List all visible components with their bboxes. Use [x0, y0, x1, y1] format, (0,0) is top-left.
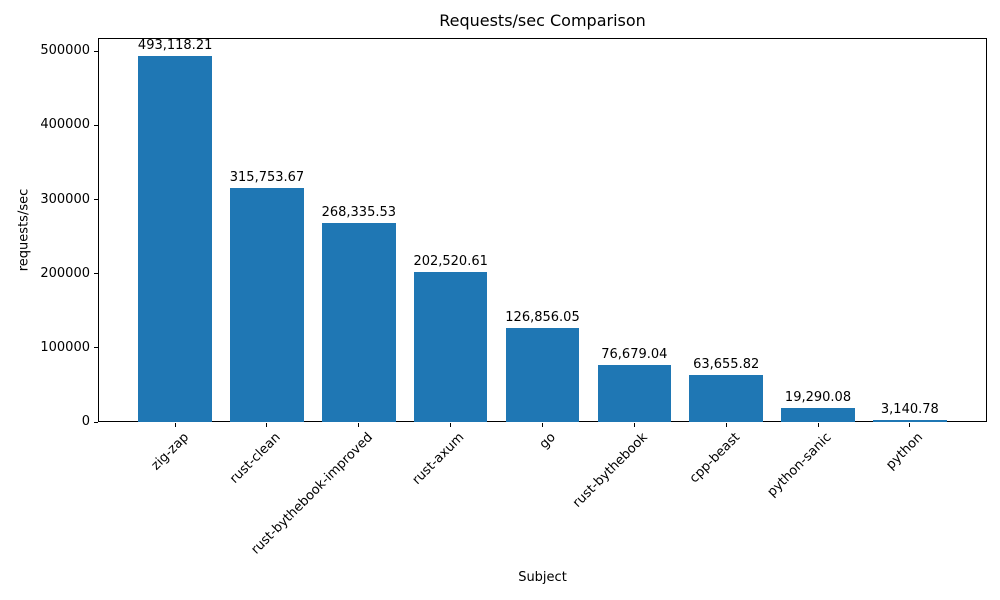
bar-value-label: 268,335.53	[321, 204, 397, 220]
bar-value-label: 493,118.21	[137, 38, 213, 54]
bar	[138, 56, 212, 422]
bar	[597, 365, 672, 422]
x-tick-mark	[725, 423, 727, 427]
bar-value-label: 76,679.04	[601, 347, 668, 363]
y-tick-label: 500000	[40, 43, 90, 59]
y-tick-mark	[94, 347, 98, 349]
x-tick-label-text: cpp-beast	[686, 430, 743, 487]
x-tick-label-text: python-sanic	[764, 430, 835, 500]
x-tick-label-text: rust-axum	[409, 430, 468, 488]
bar-value-label: 19,290.08	[784, 389, 852, 405]
x-tick-mark	[542, 423, 543, 427]
x-tick-mark	[817, 423, 819, 427]
bar	[505, 327, 580, 422]
bar	[689, 374, 763, 422]
y-tick-label: 300000	[40, 191, 90, 207]
y-tick-mark	[94, 124, 98, 126]
y-tick-label: 0	[81, 414, 90, 429]
x-tick-mark	[358, 423, 360, 427]
bar	[413, 271, 488, 422]
x-axis-label: Subject	[518, 570, 567, 585]
bar-value-label: 63,655.82	[693, 356, 760, 372]
x-tick-mark	[909, 423, 911, 427]
y-tick-label: 400000	[40, 117, 90, 133]
bar-value-label: 315,753.67	[229, 169, 305, 185]
bar	[322, 222, 396, 422]
bar-value-label: 126,856.05	[505, 309, 580, 325]
x-tick-mark	[633, 423, 635, 427]
x-tick-mark	[450, 423, 452, 427]
x-tick-mark	[266, 423, 268, 427]
y-tick-label: 100000	[40, 339, 90, 355]
x-tick-label-text: go	[537, 430, 560, 453]
y-tick-mark	[94, 199, 98, 200]
x-tick-label-text: zig-zap	[148, 430, 192, 474]
bar	[873, 419, 947, 422]
x-tick-label-text: python	[883, 430, 927, 473]
y-tick-mark	[94, 273, 98, 275]
x-tick-label-text: rust-clean	[226, 430, 284, 487]
x-tick-mark	[174, 423, 176, 427]
x-tick-label-text: rust-bythebook	[570, 430, 651, 511]
y-tick-mark	[94, 421, 98, 423]
bar	[781, 407, 855, 422]
bar-value-label: 202,520.61	[413, 253, 488, 269]
y-tick-mark	[94, 50, 98, 52]
bar-value-label: 3,140.78	[880, 401, 939, 417]
bar	[230, 187, 304, 422]
chart-title: Requests/sec Comparison	[439, 11, 646, 30]
y-tick-label: 200000	[40, 265, 90, 281]
